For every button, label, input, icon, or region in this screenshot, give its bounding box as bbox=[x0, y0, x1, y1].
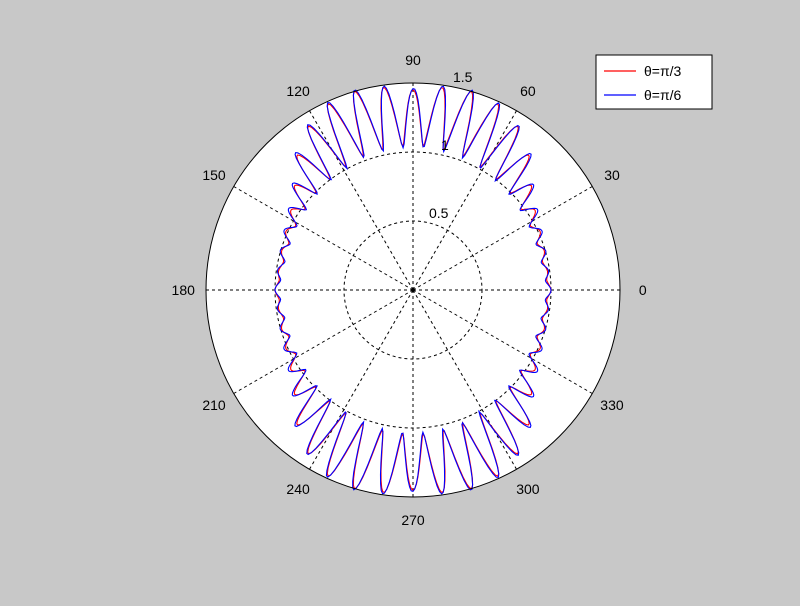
angle-tick-label-330: 330 bbox=[600, 397, 624, 413]
grid-circle-0.5 bbox=[343, 220, 483, 360]
radius-tick-labels: 0.5 1 1.5 bbox=[429, 69, 473, 221]
angle-tick-label-180: 180 bbox=[172, 282, 196, 298]
radius-tick-label-0.5: 0.5 bbox=[429, 205, 449, 221]
grid-spoke-150 bbox=[233, 186, 414, 291]
grid-spoke-300 bbox=[412, 289, 517, 470]
angle-tick-label-120: 120 bbox=[286, 83, 310, 99]
legend-box bbox=[595, 54, 713, 110]
angle-tick-label-210: 210 bbox=[202, 397, 226, 413]
polar-grid bbox=[206, 83, 620, 497]
angle-tick-label-30: 30 bbox=[604, 167, 620, 183]
grid-spoke-120 bbox=[309, 110, 414, 291]
angle-tick-label-150: 150 bbox=[202, 167, 226, 183]
legend-label-series-1: θ=π/3 bbox=[644, 63, 682, 79]
angle-tick-label-0: 0 bbox=[639, 282, 647, 298]
radius-tick-label-1: 1 bbox=[441, 137, 449, 153]
angle-tick-label-300: 300 bbox=[516, 481, 540, 497]
angle-tick-label-90: 90 bbox=[405, 52, 421, 68]
legend-label-series-2: θ=π/6 bbox=[644, 87, 682, 103]
series-line-2 bbox=[274, 85, 552, 495]
legend: θ=π/3 θ=π/6 bbox=[595, 54, 713, 110]
series-lines bbox=[274, 85, 552, 495]
grid-spoke-60 bbox=[412, 110, 517, 291]
angle-tick-labels: 0 30 60 90 120 150 180 210 240 270 300 330 bbox=[172, 52, 647, 528]
angle-tick-label-240: 240 bbox=[286, 481, 310, 497]
angle-tick-label-60: 60 bbox=[520, 83, 536, 99]
grid-spoke-210 bbox=[233, 289, 414, 394]
grid-spoke-240 bbox=[309, 289, 414, 470]
radius-tick-label-1.5: 1.5 bbox=[453, 69, 473, 85]
polar-outer-ring bbox=[205, 82, 621, 498]
grid-spoke-30 bbox=[412, 186, 593, 291]
grid-spoke-330 bbox=[412, 289, 593, 394]
angle-tick-label-270: 270 bbox=[401, 512, 425, 528]
